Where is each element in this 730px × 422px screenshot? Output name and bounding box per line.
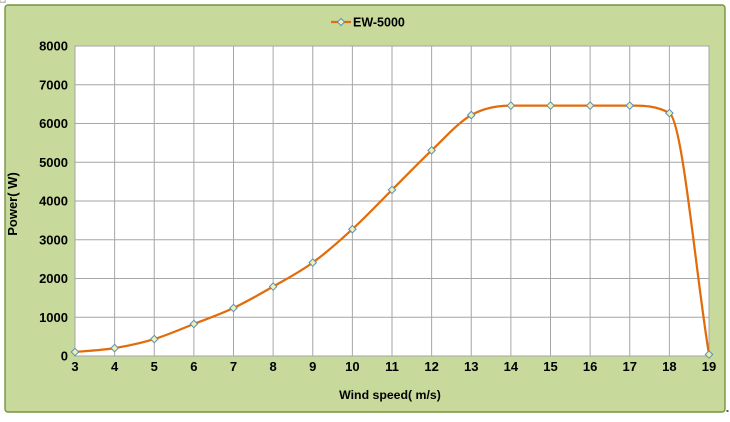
svg-text:18: 18 <box>662 359 676 374</box>
svg-text:3: 3 <box>71 359 78 374</box>
svg-text:17: 17 <box>623 359 637 374</box>
svg-text:1000: 1000 <box>39 310 68 325</box>
svg-text:7000: 7000 <box>39 77 68 92</box>
svg-text:16: 16 <box>583 359 597 374</box>
svg-text:5: 5 <box>151 359 158 374</box>
svg-text:4000: 4000 <box>39 194 68 209</box>
svg-text:14: 14 <box>504 359 519 374</box>
svg-text:0: 0 <box>61 349 68 364</box>
svg-text:12: 12 <box>424 359 438 374</box>
svg-text:2000: 2000 <box>39 271 68 286</box>
svg-text:13: 13 <box>464 359 478 374</box>
svg-text:19: 19 <box>702 359 716 374</box>
svg-text:6: 6 <box>190 359 197 374</box>
svg-text:8000: 8000 <box>39 39 68 54</box>
svg-text:4: 4 <box>111 359 119 374</box>
svg-text:15: 15 <box>543 359 557 374</box>
svg-text:Wind speed( m/s): Wind speed( m/s) <box>339 388 441 402</box>
svg-text:8: 8 <box>270 359 277 374</box>
svg-text:3000: 3000 <box>39 232 68 247</box>
svg-text:Power( W): Power( W) <box>5 172 20 236</box>
svg-text:EW-5000: EW-5000 <box>353 16 405 30</box>
svg-text:5000: 5000 <box>39 155 68 170</box>
svg-text:9: 9 <box>309 359 316 374</box>
svg-text:10: 10 <box>345 359 359 374</box>
svg-text:7: 7 <box>230 359 237 374</box>
svg-text:11: 11 <box>385 359 399 374</box>
svg-text:6000: 6000 <box>39 116 68 131</box>
